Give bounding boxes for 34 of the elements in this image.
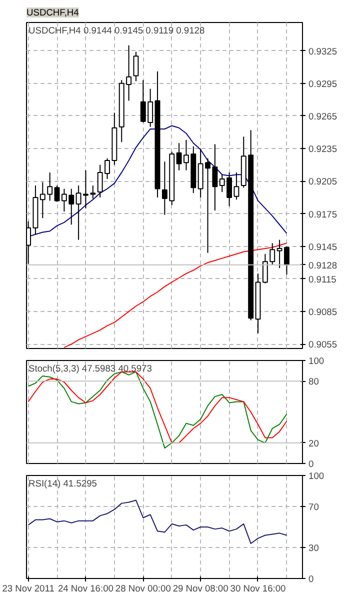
y-tick-label: 100 — [308, 471, 324, 481]
x-tick-label: 30 Nov 16:00 — [230, 584, 286, 594]
candlestick — [133, 51, 139, 82]
y-tick-label: 0.9235 — [308, 144, 338, 154]
chart-title: Stoch(5,3,3) 47.5983 40.5973 — [28, 364, 152, 374]
y-tick-label: 70 — [308, 502, 319, 512]
y-tick-label: 0.9265 — [308, 111, 338, 122]
line-series — [64, 242, 288, 348]
ref-line-label: 80 — [308, 376, 319, 387]
y-tick-label: 100 — [308, 356, 324, 366]
text: USDCHF,H4 — [26, 8, 79, 18]
y-tick-label: 30 — [308, 543, 319, 554]
y-tick-label: 0.9145 — [308, 242, 338, 252]
line-series — [28, 500, 288, 544]
chart-title: RSI(14) 41.5295 — [28, 478, 97, 488]
ref-line-label: 20 — [308, 438, 319, 448]
y-tick-label: 0 — [308, 574, 314, 584]
x-tick-label: 28 Nov 00:00 — [115, 584, 171, 594]
x-tick-label: 23 Nov 2011 — [2, 584, 54, 594]
y-tick-label: 0.9295 — [308, 78, 338, 89]
x-tick-label: 24 Nov 16:00 — [58, 584, 114, 594]
ref-line-label: 0.9128 — [308, 260, 338, 270]
y-tick-label: 0.9205 — [308, 176, 338, 187]
y-tick-label: 0.9085 — [308, 307, 338, 318]
y-tick-label: 0 — [308, 459, 314, 469]
chart-title: USDCHF,H4 0.9144 0.9145 0.9119 0.9128 — [28, 26, 205, 36]
candlestick — [54, 185, 60, 202]
y-tick-label: 0.9115 — [308, 274, 336, 284]
x-tick-label: 29 Nov 08:00 — [172, 584, 228, 594]
candlestick — [270, 242, 276, 266]
y-tick-label: 0.9175 — [308, 209, 338, 220]
y-tick-label: 0.9325 — [308, 46, 338, 56]
candlestick — [262, 253, 268, 284]
y-tick-label: 0.9055 — [308, 340, 338, 350]
